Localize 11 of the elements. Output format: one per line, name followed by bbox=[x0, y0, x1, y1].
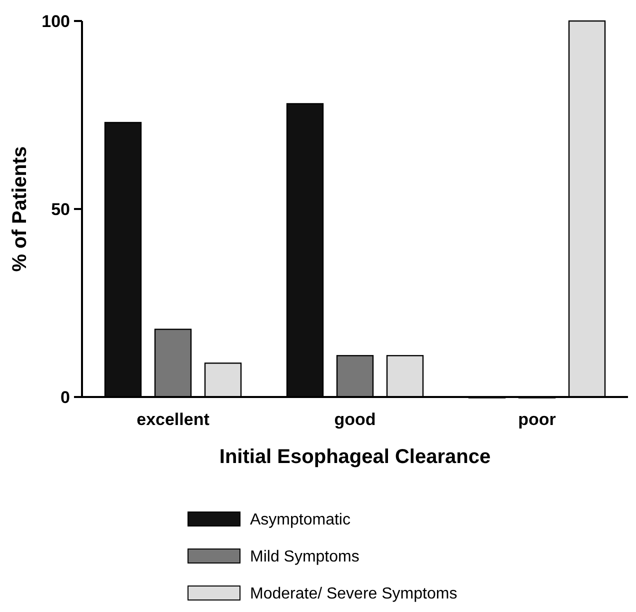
x-tick-label: poor bbox=[518, 410, 556, 429]
x-tick-label: excellent bbox=[136, 410, 210, 429]
y-tick-label: 100 bbox=[42, 12, 70, 31]
x-axis-title: Initial Esophageal Clearance bbox=[219, 446, 491, 468]
legend-label: Asymptomatic bbox=[250, 512, 350, 529]
legend-label: Moderate/ Severe Symptoms bbox=[250, 586, 458, 603]
legend-label: Mild Symptoms bbox=[250, 548, 360, 566]
y-axis-title: % of Patients bbox=[9, 146, 31, 272]
y-tick-label: 50 bbox=[51, 200, 70, 219]
y-tick-label: 0 bbox=[60, 388, 70, 407]
x-tick-label: good bbox=[334, 410, 376, 429]
